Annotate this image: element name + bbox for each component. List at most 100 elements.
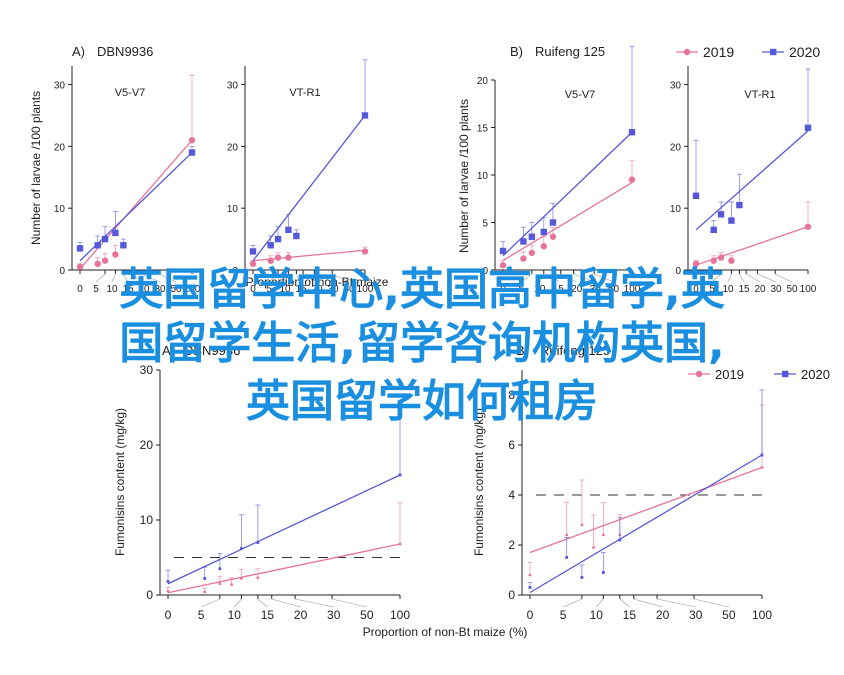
y-tick-label: 20 xyxy=(670,142,682,153)
data-point-2019 xyxy=(565,533,569,537)
x-tick-label: 0 xyxy=(77,284,83,295)
x-tick-label: 50 xyxy=(343,284,355,295)
y-tick-label: 20 xyxy=(477,76,489,87)
data-point-2020 xyxy=(76,245,84,252)
x-tick-label: 100 xyxy=(390,608,410,622)
legend-marker-2019 xyxy=(683,48,691,56)
data-point-2020 xyxy=(499,247,507,255)
chart-subtitle: V5-V7 xyxy=(565,89,596,101)
chart-title: DBN9936 xyxy=(184,343,240,358)
data-point-2019 xyxy=(112,251,119,258)
data-point-2020 xyxy=(166,580,170,583)
x-tick-label: 10 xyxy=(106,284,118,295)
data-point-2020 xyxy=(692,192,700,200)
fit-line-2020 xyxy=(167,474,401,585)
x-tick-label: 15 xyxy=(295,284,307,295)
y-tick-label: 0 xyxy=(232,266,238,277)
data-point-2020 xyxy=(120,242,127,249)
x-tick-label: 100 xyxy=(624,284,641,295)
y-tick-label: 4 xyxy=(508,488,515,502)
x-tick-label: 30 xyxy=(689,608,703,622)
data-point-2019 xyxy=(540,243,547,250)
fit-line-2019 xyxy=(167,543,401,594)
x-tick-label: 0 xyxy=(165,608,172,622)
x-tick-label: 15 xyxy=(261,608,275,622)
x-tick-leader xyxy=(693,598,729,608)
x-tick-label: 10 xyxy=(279,284,291,295)
x-tick-label: 20 xyxy=(311,284,323,295)
data-point-2020 xyxy=(717,211,725,218)
data-point-2020 xyxy=(710,226,717,234)
y-tick-label: 20 xyxy=(54,142,66,153)
fit-line-2019 xyxy=(79,139,193,270)
data-point-2020 xyxy=(218,567,222,571)
data-point-2019 xyxy=(249,260,257,268)
y-tick-label: 6 xyxy=(508,438,515,452)
y-axis-label: Number of larvae /100 plants xyxy=(457,99,471,253)
x-tick-leader xyxy=(633,598,663,608)
data-point-2020 xyxy=(618,538,622,542)
x-axis-label: Proportion of non-Bt maize xyxy=(246,275,389,289)
x-tick-leader xyxy=(95,273,106,283)
x-tick-label: 10 xyxy=(534,284,546,295)
x-tick-label: 15 xyxy=(122,284,134,295)
y-tick-label: 10 xyxy=(477,171,489,182)
y-tick-label: 0 xyxy=(146,588,153,602)
data-point-2019 xyxy=(398,542,402,546)
x-tick-leader xyxy=(552,273,559,283)
data-point-2020 xyxy=(239,547,243,550)
data-point-2019 xyxy=(804,223,812,230)
y-tick-label: 10 xyxy=(54,204,66,215)
x-tick-label: 20 xyxy=(656,608,670,622)
data-point-2019 xyxy=(76,263,84,271)
x-tick-label: 5 xyxy=(519,284,525,295)
data-point-2020 xyxy=(274,235,282,243)
data-point-2019 xyxy=(717,254,725,261)
data-point-2020 xyxy=(580,576,584,579)
data-point-2020 xyxy=(94,242,101,249)
x-tick-leader xyxy=(129,273,145,283)
x-tick-leader xyxy=(268,273,279,283)
y-tick-label: 2 xyxy=(508,538,515,552)
x-tick-leader xyxy=(711,273,722,283)
x-tick-leader xyxy=(594,273,614,283)
fit-line-2020 xyxy=(252,115,366,262)
data-point-2020 xyxy=(804,124,812,132)
x-tick-label: 100 xyxy=(752,608,772,622)
panel-label: A) xyxy=(162,343,175,358)
overlay-text-line-2: 国留学生活,留学咨询机构英国, xyxy=(119,318,725,369)
fit-line-2020 xyxy=(502,131,633,257)
y-tick-label: 20 xyxy=(140,438,154,452)
legend-marker-2019 xyxy=(695,370,703,378)
y-axis-label: Fumonisins content (mg/kg) xyxy=(113,408,127,556)
x-tick-label: 10 xyxy=(590,608,604,622)
legend-label-2020: 2020 xyxy=(801,367,830,382)
y-tick-label: 10 xyxy=(227,204,239,215)
y-axis-label: Fumonisins content (mg/kg) xyxy=(472,408,486,556)
data-point-2019 xyxy=(549,233,557,240)
fit-line-2020 xyxy=(695,130,809,231)
x-tick-label: 30 xyxy=(327,608,341,622)
x-tick-label: 5 xyxy=(93,284,99,295)
x-tick-leader xyxy=(560,273,577,283)
legend-label-2019: 2019 xyxy=(715,367,744,382)
legend-label-2020: 2020 xyxy=(789,44,820,60)
data-point-2019 xyxy=(274,254,282,261)
data-point-2019 xyxy=(285,254,292,261)
x-axis-label: Proportion of non-Bt maize (%) xyxy=(363,625,528,639)
fit-line-2019 xyxy=(502,182,633,262)
panel-label: A) xyxy=(72,44,85,59)
y-tick-label: 30 xyxy=(670,81,682,92)
x-tick-label: 5 xyxy=(709,284,715,295)
data-point-2020 xyxy=(188,149,196,156)
data-point-2020 xyxy=(285,226,292,234)
data-point-2019 xyxy=(101,257,109,264)
y-tick-label: 20 xyxy=(227,142,239,153)
y-tick-label: 0 xyxy=(675,266,681,277)
x-tick-leader xyxy=(775,273,793,283)
data-point-2019 xyxy=(361,248,369,255)
x-tick-leader xyxy=(271,598,301,608)
x-tick-leader xyxy=(539,273,545,283)
chart-title: DBN9936 xyxy=(97,44,153,59)
fit-line-2019 xyxy=(529,466,763,554)
